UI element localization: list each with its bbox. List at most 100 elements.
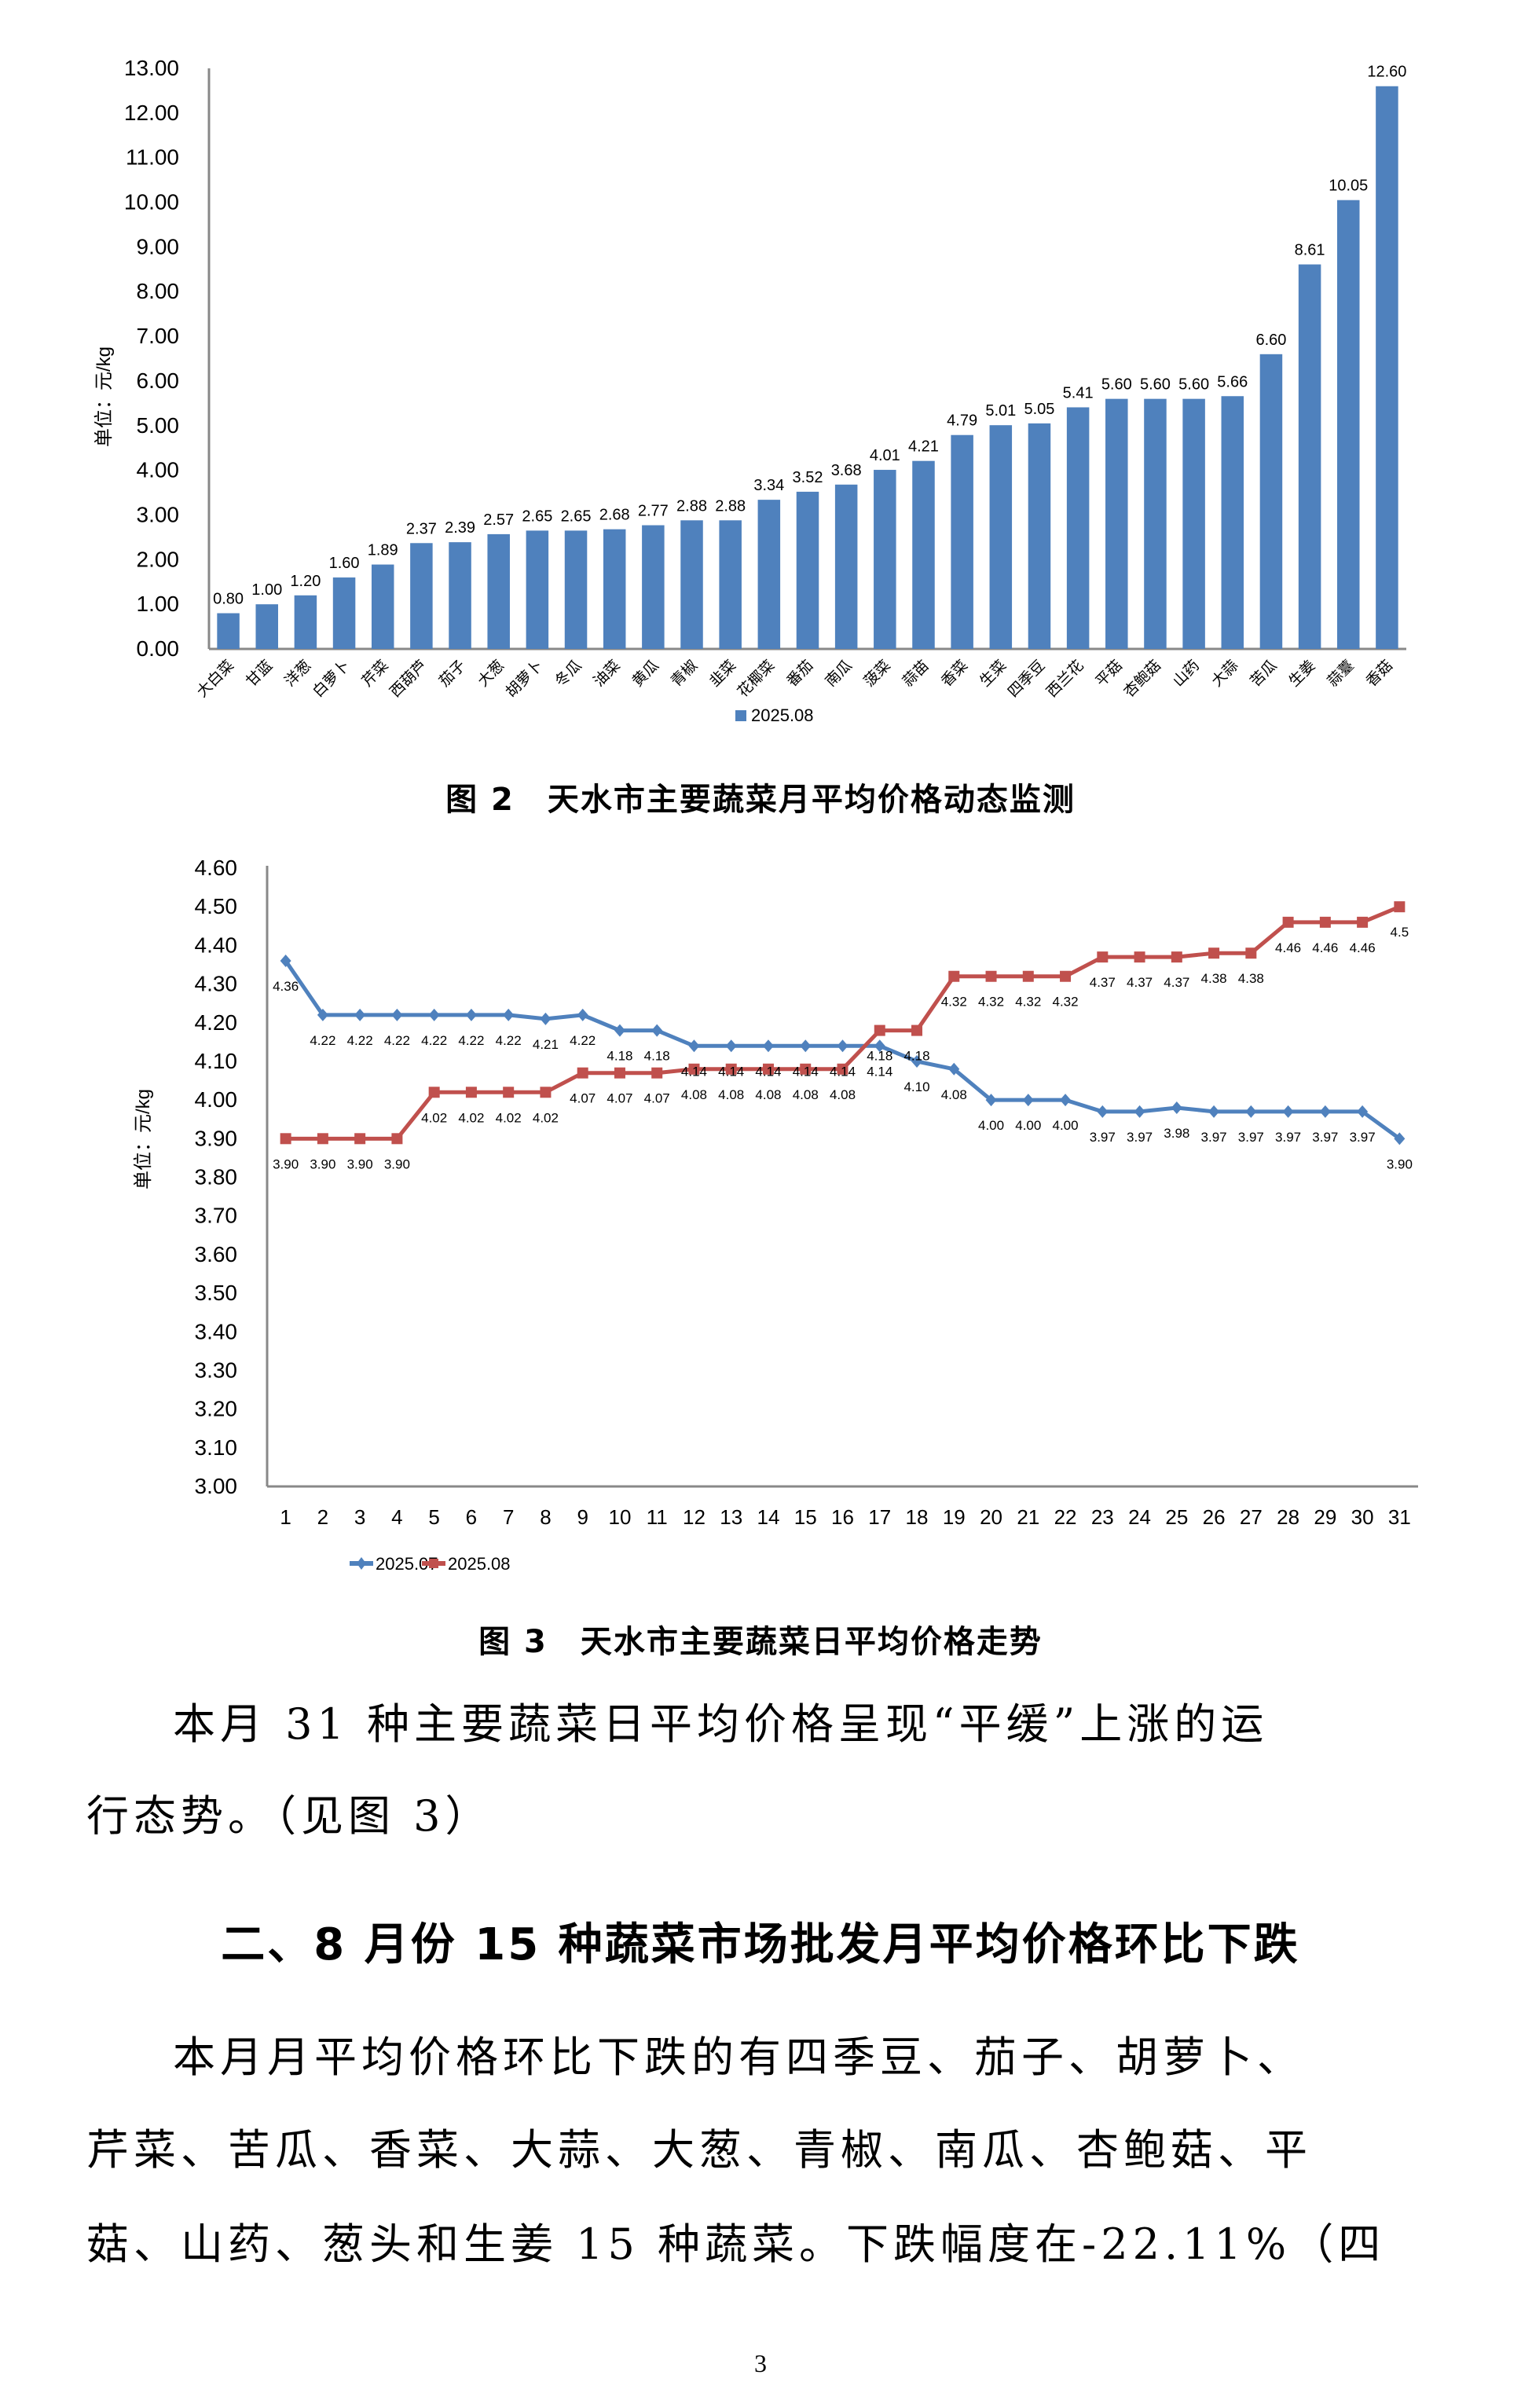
point-value-label: 4.14 [681,1064,707,1079]
y-tick-label: 3.50 [195,1281,238,1305]
square-marker-icon [614,1067,625,1079]
bar [1182,398,1205,649]
point-value-label: 3.90 [1387,1156,1413,1171]
point-value-label: 4.07 [570,1091,596,1106]
x-tick-label: 19 [943,1505,966,1529]
bar-value-label: 2.88 [715,497,746,515]
point-value-label: 4.22 [570,1033,596,1048]
diamond-marker-icon [688,1039,700,1053]
diamond-marker-icon [911,1054,923,1068]
x-tick-label: 17 [868,1505,891,1529]
diamond-marker-icon [1060,1094,1072,1107]
square-marker-icon [837,1063,848,1075]
point-value-label: 4.14 [755,1064,781,1079]
x-tick-label: 20 [980,1505,1002,1529]
y-tick-label: 4.00 [195,1087,238,1112]
y-tick-label: 3.00 [195,1474,238,1498]
x-tick-label: 25 [1165,1505,1188,1529]
point-value-label: 4.46 [1275,940,1301,955]
line-series [280,901,1406,1145]
square-marker-icon [1394,901,1406,913]
bar-value-label: 2.88 [676,497,707,515]
x-tick-label: 21 [1017,1505,1039,1529]
square-marker-icon [911,1024,923,1036]
bar-value-label: 1.89 [368,542,398,559]
category-label: 四季豆 [1005,657,1049,701]
y-tick-label: 4.10 [195,1049,238,1073]
x-tick-label: 28 [1277,1505,1299,1529]
bar [217,613,240,649]
category-label: 生姜 [1285,657,1318,690]
square-marker-icon [948,970,960,982]
point-value-label: 4.5 [1391,925,1409,940]
bar-value-label: 3.34 [753,477,784,494]
x-tick-label: 12 [683,1505,706,1529]
bar-value-label: 5.60 [1140,376,1171,394]
bar-value-label: 4.79 [947,412,977,430]
point-value-label: 4.37 [1127,975,1153,990]
diamond-marker-icon [465,1008,477,1021]
point-value-label: 4.08 [718,1087,744,1102]
y-tick-label: 12.00 [124,101,179,125]
point-value-label: 4.18 [903,1049,929,1064]
bar [449,542,471,649]
bar-value-label: 3.52 [793,469,823,486]
diamond-marker-icon [1319,1105,1331,1118]
diamond-marker-icon [837,1039,848,1053]
point-value-label: 4.07 [607,1091,632,1106]
bar [1066,407,1090,649]
square-marker-icon [428,1087,440,1098]
x-tick-label: 23 [1091,1505,1114,1529]
point-value-label: 4.38 [1238,971,1264,986]
bar [294,595,317,649]
y-tick-label: 3.60 [195,1242,238,1266]
point-value-label: 4.18 [607,1049,632,1064]
point-value-label: 4.02 [533,1110,559,1125]
category-label: 黄瓜 [629,657,662,690]
y-tick-label: 4.20 [195,1010,238,1035]
square-marker-icon [1171,951,1182,963]
x-tick-label: 15 [794,1505,817,1529]
square-marker-icon [317,1133,328,1145]
x-tick-label: 2 [317,1505,328,1529]
x-tick-label: 18 [906,1505,929,1529]
y-tick-label: 6.00 [137,368,180,393]
point-value-label: 4.32 [941,995,967,1010]
bar [719,520,742,649]
line-chart-daily-avg-price: 3.00 3.10 3.20 3.30 3.40 3.50 3.60 3.70 3.80 3.90… [133,856,1418,1574]
bar [603,529,626,649]
category-label: 冬瓜 [552,657,585,690]
point-value-label: 4.22 [496,1033,522,1048]
diamond-marker-icon [391,1008,403,1021]
square-marker-icon [762,1063,774,1075]
bar-value-label: 10.05 [1329,178,1368,195]
point-value-label: 4.38 [1201,971,1227,986]
category-label: 蒜苗 [900,657,933,690]
bar [1376,86,1398,649]
category-label: 白萝卜 [310,657,354,701]
point-value-label: 3.98 [1164,1126,1189,1141]
bar-value-label: 5.01 [985,402,1016,420]
point-value-label: 3.97 [1350,1130,1376,1145]
square-marker-icon [465,1087,477,1098]
point-value-label: 4.14 [830,1064,856,1079]
diamond-marker-icon [800,1039,812,1053]
diamond-marker-icon [1245,1105,1257,1118]
point-value-label: 3.97 [1312,1130,1338,1145]
x-tick-label: 30 [1351,1505,1374,1529]
legend-square-marker-icon [429,1559,438,1568]
point-value-label: 4.00 [1053,1118,1079,1133]
square-marker-icon [391,1133,403,1145]
bar-value-label: 2.65 [522,508,552,525]
diamond-marker-icon [985,1094,997,1107]
category-label: 蒜薹 [1324,657,1357,690]
square-marker-icon [1060,970,1072,982]
category-label: 花椰菜 [735,657,779,701]
bar [564,530,588,649]
y-tick-label: 3.30 [195,1358,238,1382]
bar-value-label: 3.68 [831,462,862,479]
x-tick-label: 3 [354,1505,365,1529]
x-tick-label: 7 [503,1505,514,1529]
point-value-label: 4.07 [644,1091,670,1106]
bar-data-labels: 0.80 1.00 1.20 1.60 1.89 2.37 2.39 2.57 2.65 2.65… [213,64,1406,608]
